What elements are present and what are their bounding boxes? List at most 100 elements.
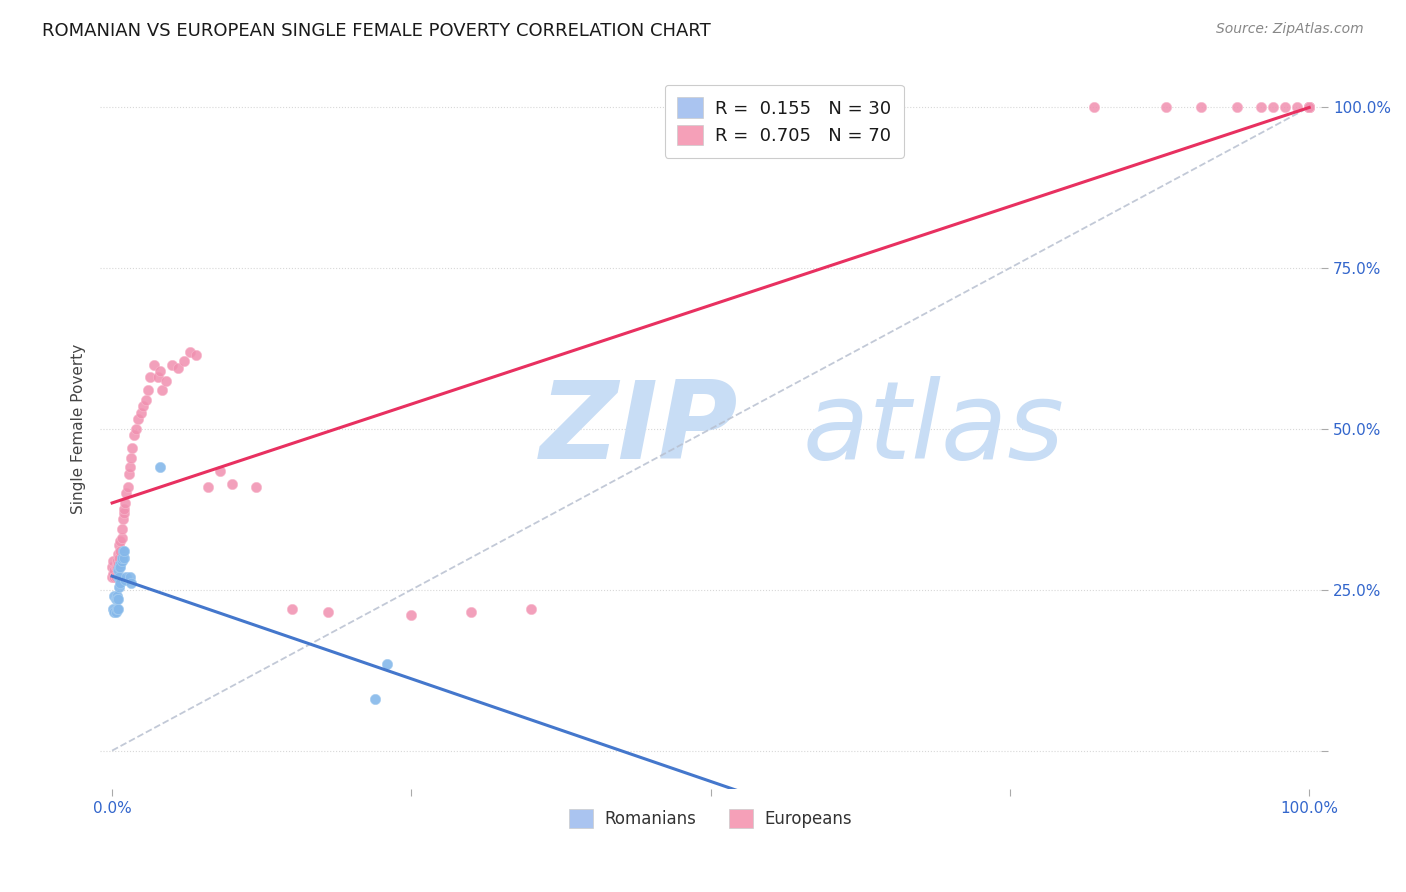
- Point: [245, 480, 267, 494]
- Point: [135, 392, 157, 407]
- Point: [104, 592, 127, 607]
- Point: [101, 560, 124, 574]
- Point: [316, 605, 339, 619]
- Point: [1154, 100, 1177, 114]
- Point: [103, 602, 125, 616]
- Point: [110, 534, 132, 549]
- Point: [1298, 100, 1320, 114]
- Point: [146, 370, 169, 384]
- Point: [173, 354, 195, 368]
- Point: [1191, 100, 1213, 114]
- Point: [108, 580, 131, 594]
- Point: [118, 467, 141, 481]
- Point: [110, 576, 132, 591]
- Point: [139, 370, 162, 384]
- Point: [110, 557, 132, 571]
- Point: [108, 570, 131, 584]
- Point: [1083, 100, 1105, 114]
- Point: [111, 544, 134, 558]
- Point: [108, 550, 131, 565]
- Point: [103, 564, 125, 578]
- Point: [221, 476, 243, 491]
- Point: [1298, 100, 1320, 114]
- Point: [107, 602, 129, 616]
- Text: ZIP: ZIP: [540, 376, 738, 482]
- Point: [111, 512, 134, 526]
- Point: [107, 570, 129, 584]
- Point: [280, 602, 302, 616]
- Point: [105, 589, 128, 603]
- Point: [460, 605, 482, 619]
- Point: [520, 602, 543, 616]
- Legend: Romanians, Europeans: Romanians, Europeans: [562, 803, 859, 835]
- Point: [197, 480, 219, 494]
- Text: ROMANIAN VS EUROPEAN SINGLE FEMALE POVERTY CORRELATION CHART: ROMANIAN VS EUROPEAN SINGLE FEMALE POVER…: [42, 22, 711, 40]
- Point: [110, 544, 132, 558]
- Point: [112, 502, 135, 516]
- Point: [107, 557, 129, 571]
- Point: [132, 400, 155, 414]
- Point: [127, 412, 149, 426]
- Point: [108, 560, 131, 574]
- Point: [111, 550, 134, 565]
- Point: [112, 550, 135, 565]
- Point: [115, 486, 138, 500]
- Point: [150, 384, 173, 398]
- Point: [120, 576, 142, 591]
- Point: [149, 460, 172, 475]
- Point: [114, 573, 136, 587]
- Point: [149, 364, 172, 378]
- Point: [117, 480, 139, 494]
- Point: [1263, 100, 1285, 114]
- Point: [120, 460, 142, 475]
- Point: [108, 538, 131, 552]
- Point: [111, 522, 134, 536]
- Point: [1298, 100, 1320, 114]
- Point: [377, 657, 399, 671]
- Point: [111, 554, 134, 568]
- Point: [111, 531, 134, 545]
- Point: [115, 570, 138, 584]
- Point: [105, 560, 128, 574]
- Point: [101, 570, 124, 584]
- Point: [103, 570, 125, 584]
- Point: [136, 384, 159, 398]
- Point: [105, 554, 128, 568]
- Point: [122, 428, 145, 442]
- Point: [120, 570, 142, 584]
- Point: [105, 602, 128, 616]
- Point: [103, 605, 125, 619]
- Point: [1298, 100, 1320, 114]
- Text: atlas: atlas: [803, 376, 1064, 482]
- Point: [112, 544, 135, 558]
- Point: [121, 441, 143, 455]
- Point: [1298, 100, 1320, 114]
- Point: [107, 547, 129, 561]
- Point: [1274, 100, 1296, 114]
- Point: [120, 450, 142, 465]
- Point: [184, 348, 207, 362]
- Text: Source: ZipAtlas.com: Source: ZipAtlas.com: [1216, 22, 1364, 37]
- Point: [104, 560, 127, 574]
- Point: [125, 422, 148, 436]
- Point: [1286, 100, 1309, 114]
- Point: [155, 374, 177, 388]
- Point: [129, 406, 152, 420]
- Point: [143, 358, 166, 372]
- Point: [104, 570, 127, 584]
- Point: [103, 589, 125, 603]
- Point: [112, 506, 135, 520]
- Point: [1250, 100, 1272, 114]
- Point: [103, 566, 125, 581]
- Y-axis label: Single Female Poverty: Single Female Poverty: [72, 343, 86, 514]
- Point: [107, 592, 129, 607]
- Point: [1226, 100, 1249, 114]
- Point: [1298, 100, 1320, 114]
- Point: [114, 496, 136, 510]
- Point: [107, 564, 129, 578]
- Point: [160, 358, 183, 372]
- Point: [364, 692, 387, 706]
- Point: [105, 592, 128, 607]
- Point: [104, 605, 127, 619]
- Point: [208, 464, 231, 478]
